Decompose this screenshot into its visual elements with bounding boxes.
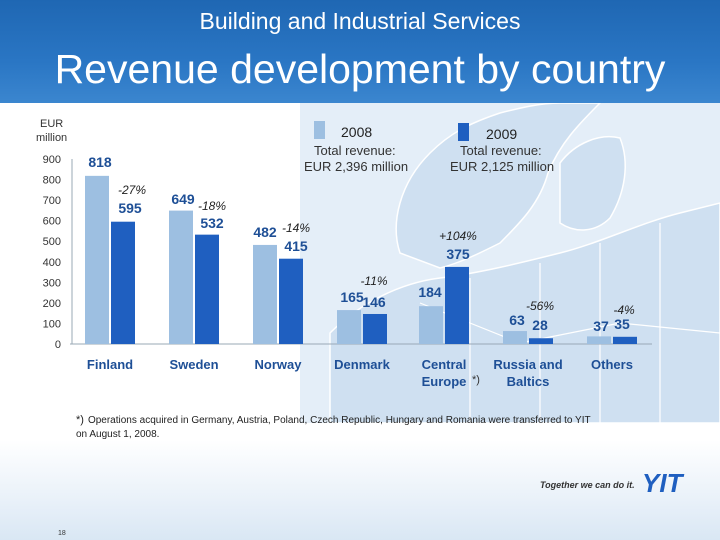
bar-2009 <box>363 313 387 344</box>
change-label: -56% <box>526 299 554 313</box>
value-label-2008: 184 <box>418 284 442 300</box>
y-tick-label: 0 <box>55 339 61 351</box>
bar-2008 <box>253 244 277 344</box>
y-axis-label-line1: EUR <box>40 118 63 130</box>
category-label: Central <box>422 357 467 372</box>
legend-swatch-2009 <box>458 123 469 141</box>
value-label-2008: 63 <box>509 312 525 328</box>
category-label: Norway <box>255 357 303 372</box>
category-label: Sweden <box>169 357 218 372</box>
change-label: -18% <box>198 199 226 213</box>
category-label: Others <box>591 357 633 372</box>
legend-2008-year: 2008 <box>341 124 372 140</box>
slogan: Together we can do it. <box>540 480 635 490</box>
change-label: +104% <box>439 229 477 243</box>
value-label-2009: 35 <box>614 316 630 332</box>
bar-2008 <box>337 310 361 344</box>
y-tick-label: 800 <box>43 175 61 187</box>
legend: 2008 Total revenue: EUR 2,396 million 20… <box>304 121 554 174</box>
value-label-2008: 649 <box>171 191 195 207</box>
header-band: Building and Industrial Services Revenue… <box>0 0 720 103</box>
legend-2008-total-value: EUR 2,396 million <box>304 159 408 174</box>
footnote: *) Operations acquired in Germany, Austri… <box>76 413 596 442</box>
y-tick-label: 700 <box>43 195 61 207</box>
legend-2009-total-label: Total revenue: <box>460 143 542 158</box>
y-tick-label: 100 <box>43 318 61 330</box>
category-label: Baltics <box>507 374 550 389</box>
y-tick-label: 300 <box>43 277 61 289</box>
change-label: -14% <box>282 221 310 235</box>
labels-layer: Finland Sweden Norway Denmark Central Europe *… <box>87 154 635 389</box>
legend-2008-total-label: Total revenue: <box>314 143 396 158</box>
y-tick-label: 500 <box>43 236 61 248</box>
bar-2008 <box>419 306 443 344</box>
value-label-2009: 28 <box>532 317 548 333</box>
revenue-chart: EUR million 2008 Total revenue: EUR 2,39… <box>36 118 652 389</box>
bar-2008 <box>503 331 527 344</box>
category-label: Finland <box>87 357 133 372</box>
legend-2009-total-value: EUR 2,125 million <box>450 159 554 174</box>
bar-2009 <box>529 338 553 344</box>
bar-2009 <box>613 336 637 344</box>
category-label: Denmark <box>334 357 390 372</box>
value-label-2008: 37 <box>593 318 609 334</box>
value-label-2009: 532 <box>200 215 224 231</box>
category-label: Europe <box>422 374 467 389</box>
bar-2008 <box>85 175 109 344</box>
bar-2008 <box>169 210 193 344</box>
value-label-2009: 595 <box>118 200 142 216</box>
bar-2009 <box>279 258 303 344</box>
value-label-2009: 375 <box>446 246 470 262</box>
footnote-mark: *) <box>76 414 84 426</box>
change-label: -11% <box>360 274 387 288</box>
value-label-2009: 146 <box>362 294 386 310</box>
bar-2009 <box>195 234 219 344</box>
page-number: 18 <box>58 530 66 537</box>
slide-title: Revenue development by country <box>54 46 666 92</box>
y-tick-label: 200 <box>43 298 61 310</box>
footnote-text: Operations acquired in Germany, Austria,… <box>76 415 591 440</box>
value-label-2008: 818 <box>88 154 112 170</box>
y-tick-label: 400 <box>43 257 61 269</box>
legend-swatch-2008 <box>314 121 325 139</box>
legend-2009-year: 2009 <box>486 126 517 142</box>
value-label-2008: 482 <box>253 224 277 240</box>
change-label: -27% <box>118 183 146 197</box>
value-label-2008: 165 <box>340 289 364 305</box>
category-note-mark: *) <box>472 374 480 386</box>
y-tick-label: 600 <box>43 216 61 228</box>
bar-2009 <box>111 221 135 344</box>
slide-subtitle: Building and Industrial Services <box>199 8 521 34</box>
axis-layer: 0 100 200 300 400 500 600 700 800 900 <box>43 154 652 351</box>
value-label-2009: 415 <box>284 238 308 254</box>
change-label: -4% <box>613 303 635 317</box>
y-axis-label-line2: million <box>36 132 67 144</box>
yit-logo: YIT <box>642 470 685 496</box>
category-label: Russia and <box>493 357 562 372</box>
yit-logo-text: YIT <box>642 470 685 496</box>
y-tick-label: 900 <box>43 154 61 166</box>
bar-2008 <box>587 336 611 344</box>
bottom-band <box>0 440 720 540</box>
bar-2009 <box>445 266 469 344</box>
bars-layer <box>85 175 637 344</box>
